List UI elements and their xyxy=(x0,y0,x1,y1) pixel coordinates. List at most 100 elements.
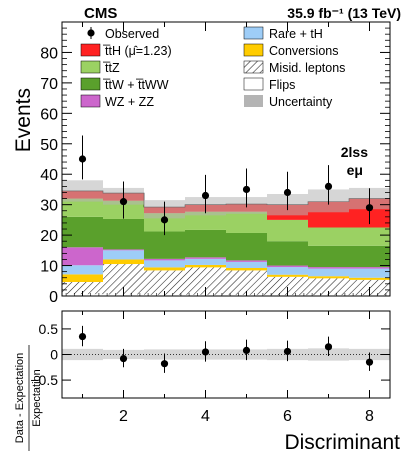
series-1-bar-5 xyxy=(226,270,267,295)
series-4-bar-2 xyxy=(103,249,144,251)
ratio-point-2 xyxy=(119,354,128,363)
main-axes: 0 10 20 30 40 50 60 70 80 xyxy=(40,21,391,306)
observed-point-5 xyxy=(242,185,251,194)
ratio-y-tick-label: 0 xyxy=(50,347,58,363)
legend-swatch-series-5 xyxy=(80,77,101,91)
observed-point-7 xyxy=(324,182,333,190)
legend-label-series-0: Flips xyxy=(269,78,295,92)
luminosity-label: 35.9 fb⁻¹ (13 TeV) xyxy=(287,5,401,21)
series-3-bar-5 xyxy=(226,261,267,268)
legend-swatch-series-7 xyxy=(80,43,101,57)
legend-label-series-7: t̅tH (μ̂=1.23) xyxy=(103,44,172,58)
legend-swatch-series-3 xyxy=(243,26,264,40)
series-2-bar-3 xyxy=(144,267,185,271)
series-5-bar-3 xyxy=(144,231,185,259)
x-axis-label: Discriminant xyxy=(284,431,400,454)
observed-point-1 xyxy=(78,155,87,163)
y-tick-label-40: 40 xyxy=(40,167,58,184)
series-6-bar-7 xyxy=(308,227,349,246)
series-5-bar-5 xyxy=(226,232,267,261)
x-tick-label-6: 6 xyxy=(283,408,292,425)
y-tick-label-70: 70 xyxy=(40,76,58,93)
series-1-bar-7 xyxy=(308,278,349,296)
series-4-bar-8 xyxy=(349,267,390,269)
legend-swatch-series-6 xyxy=(80,60,101,74)
ratio-point-6 xyxy=(283,347,292,356)
series-3-bar-6 xyxy=(267,267,308,275)
series-4-bar-6 xyxy=(267,265,308,268)
legend-swatch-series-0 xyxy=(243,77,264,91)
observed-point-3 xyxy=(160,216,169,224)
legend-swatch-series-2 xyxy=(243,43,264,57)
legend-label-series-4: WZ + ZZ xyxy=(105,95,154,109)
series-5-bar-4 xyxy=(185,229,226,258)
ratio-point-1 xyxy=(78,332,87,341)
ratio-axes: −0.5 0 0.5 2 4 6 8 xyxy=(30,310,391,425)
category-label-line2: eμ xyxy=(347,162,363,178)
y-tick-label-80: 80 xyxy=(40,45,58,62)
uncertainty-bin-1 xyxy=(62,180,103,202)
legend-label-series-5: t̅tW + t̅tWW xyxy=(103,78,169,92)
ratio-point-7 xyxy=(324,343,333,351)
series-3-bar-4 xyxy=(185,258,226,265)
legend-swatch-series-1 xyxy=(243,60,264,74)
series-2-bar-2 xyxy=(103,259,144,265)
ratio-uncertainty-band xyxy=(62,348,390,361)
series-2-bar-1 xyxy=(62,274,103,282)
y-tick-label-50: 50 xyxy=(40,137,58,154)
series-4-bar-7 xyxy=(308,267,349,269)
y-tick-label-60: 60 xyxy=(40,106,58,123)
series-2-bar-5 xyxy=(226,267,267,271)
series-5-bar-6 xyxy=(267,241,308,266)
ratio-point-8 xyxy=(365,358,374,366)
observed-point-2 xyxy=(119,198,128,206)
ratio-point-3 xyxy=(160,360,169,368)
series-3-bar-3 xyxy=(144,260,185,268)
category-label-line1: 2lss xyxy=(341,144,368,160)
series-6-bar-1 xyxy=(62,198,103,217)
series-3-bar-2 xyxy=(103,250,144,260)
series-5-bar-7 xyxy=(308,245,349,268)
ratio-y-tick-label: 0.5 xyxy=(39,321,59,337)
observed-point-6 xyxy=(283,188,292,197)
series-5-bar-8 xyxy=(349,245,390,268)
series-3-bar-8 xyxy=(349,268,390,278)
y-tick-label-20: 20 xyxy=(40,228,58,245)
main-frame xyxy=(61,21,391,297)
ratio-point-4 xyxy=(201,348,210,356)
legend-label-uncertainty: Uncertainty xyxy=(269,95,333,109)
series-6-bar-4 xyxy=(185,211,226,230)
y-tick-label-10: 10 xyxy=(40,259,58,276)
series-4-bar-3 xyxy=(144,258,185,261)
series-3-bar-1 xyxy=(62,265,103,275)
series-1-bar-3 xyxy=(144,270,185,295)
series-6-bar-6 xyxy=(267,219,308,242)
series-2-bar-8 xyxy=(349,277,390,280)
series-4-bar-1 xyxy=(62,247,103,266)
ratio-point-5 xyxy=(242,346,251,355)
series-1-bar-6 xyxy=(267,276,308,296)
series-6-bar-5 xyxy=(226,211,267,233)
legend-swatch-uncertainty xyxy=(244,95,263,107)
x-tick-label-4: 4 xyxy=(201,408,210,425)
ratio-band-bin-1 xyxy=(62,348,103,361)
legend-label-series-3: Rare + tH xyxy=(269,27,323,41)
series-4-bar-4 xyxy=(185,257,226,259)
observed-data xyxy=(78,135,374,236)
series-5-bar-1 xyxy=(62,216,103,248)
ratio-y-tick-label: −0.5 xyxy=(30,372,58,388)
series-2-bar-7 xyxy=(308,276,349,279)
legend-label-series-2: Conversions xyxy=(269,44,338,58)
ratio-y-label-line1: Data - Expectation xyxy=(14,353,26,444)
legend-swatch-series-4 xyxy=(80,94,101,108)
observed-point-4 xyxy=(201,191,210,200)
y-tick-label-30: 30 xyxy=(40,198,58,215)
legend-label-observed: Observed xyxy=(105,27,159,41)
legend-label-series-6: t̅tZ xyxy=(103,61,120,75)
x-tick-label-8: 8 xyxy=(365,408,374,425)
legend: Observed t̅tH (μ̂=1.23) t̅tZ t̅tW + t̅tWW WZ… xyxy=(80,26,345,109)
x-tick-label-2: 2 xyxy=(119,408,128,425)
y-axis-label: Events xyxy=(12,88,35,152)
stacked-histogram xyxy=(62,190,390,296)
